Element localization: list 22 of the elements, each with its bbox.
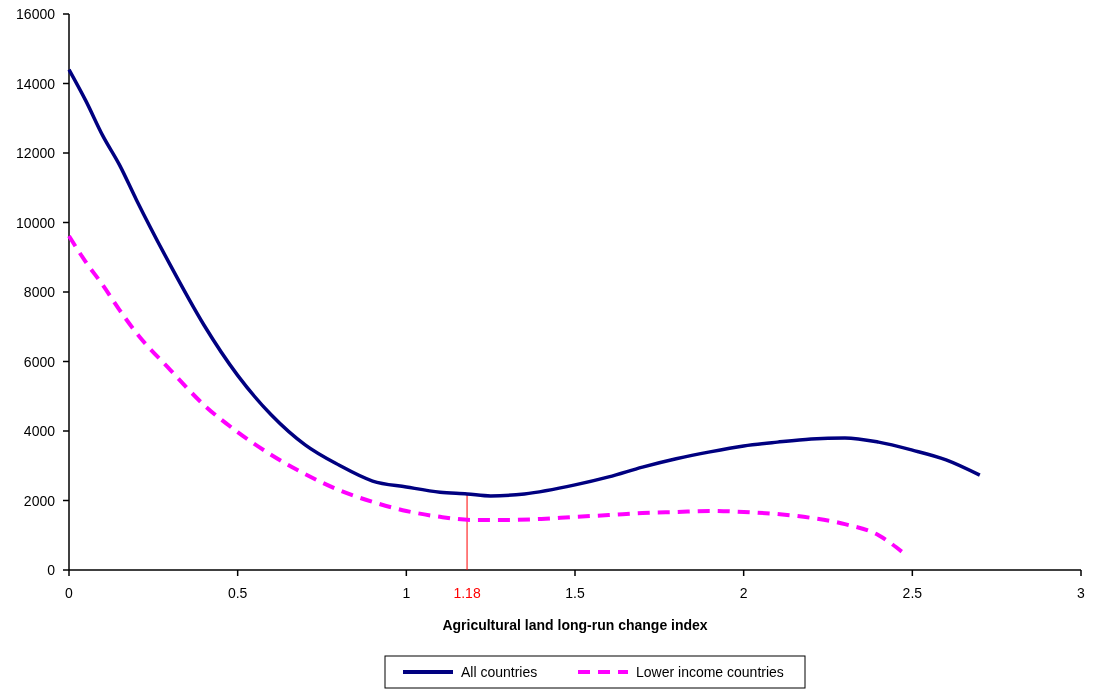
x-tick-label: 1	[402, 585, 411, 601]
x-axis-title: Agricultural land long-run change index	[442, 617, 708, 633]
x-tick-label: 1.5	[565, 585, 585, 601]
x-tick-label: 2	[739, 585, 748, 601]
line-series	[67, 67, 982, 498]
x-tick-label: 3	[1077, 585, 1086, 601]
y-tick-label: 8000	[23, 284, 56, 300]
legend-label: All countries	[461, 664, 538, 680]
x-tick-label: 0.5	[227, 585, 248, 601]
ref-line-label: 1.18	[453, 585, 481, 601]
y-tick-label: 2000	[23, 492, 56, 509]
legend-label: Lower income countries	[636, 664, 784, 680]
y-tick-label: 4000	[23, 423, 56, 439]
x-tick-label: 0	[65, 585, 74, 601]
y-tick-label: 12000	[16, 145, 56, 161]
y-tick-label: 14000	[16, 75, 56, 92]
y-tick-label: 0	[47, 562, 56, 578]
y-tick-label: 6000	[23, 353, 56, 370]
line-series	[67, 234, 905, 554]
y-tick-label: 10000	[16, 214, 56, 231]
y-tick-label: 16000	[16, 6, 56, 22]
x-tick-label: 2.5	[902, 585, 923, 601]
